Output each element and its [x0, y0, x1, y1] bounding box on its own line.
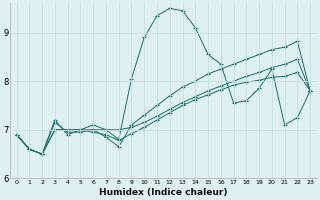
- X-axis label: Humidex (Indice chaleur): Humidex (Indice chaleur): [99, 188, 228, 197]
